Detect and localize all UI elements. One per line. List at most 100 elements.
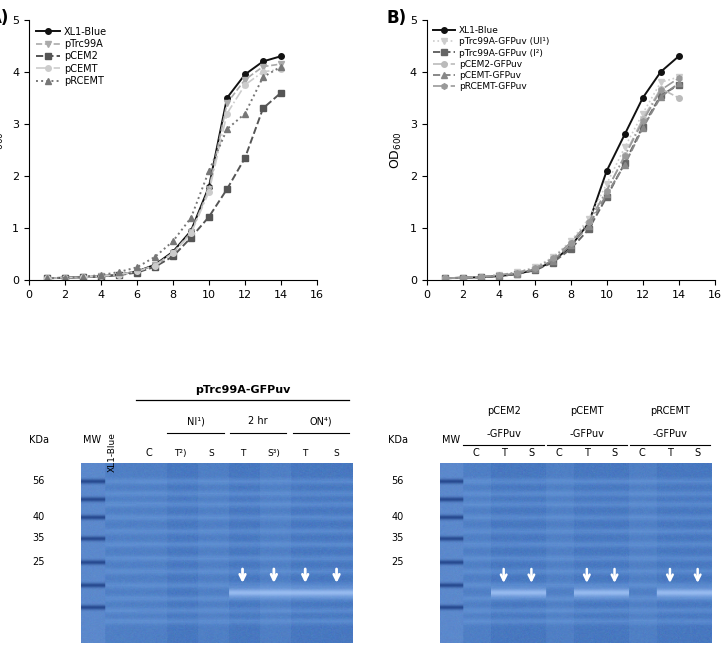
- Text: 2 hr: 2 hr: [248, 417, 268, 426]
- XL1-Blue: [204, 183, 213, 191]
- pCEMT-GFPuv: [548, 257, 557, 265]
- XL1-Blue: [495, 272, 503, 280]
- XL1-Blue: [566, 242, 575, 250]
- pCEMT: [43, 275, 51, 283]
- Text: B): B): [386, 9, 406, 28]
- Text: C: C: [145, 447, 152, 457]
- pTrc99A: [151, 261, 160, 269]
- XL1-Blue: [458, 274, 467, 282]
- pTrc99A-GFPuv (UI¹): [674, 73, 683, 81]
- XL1-Blue: [61, 274, 69, 282]
- pTrc99A-GFPuv (UI¹): [458, 274, 467, 282]
- XL1-Blue: [620, 131, 629, 139]
- Text: -GFPuv: -GFPuv: [653, 429, 687, 440]
- pRCEMT-GFPuv: [656, 86, 665, 94]
- XL1-Blue: [187, 227, 196, 235]
- Text: -GFPuv: -GFPuv: [570, 429, 604, 440]
- pTrc99A-GFPuv (I²): [495, 272, 503, 280]
- pCEMT-GFPuv: [513, 269, 521, 277]
- pRCEMT-GFPuv: [440, 275, 449, 283]
- pRCEMT-GFPuv: [674, 74, 683, 82]
- pCEMT-GFPuv: [638, 124, 647, 132]
- Text: KDa: KDa: [29, 434, 49, 445]
- XL1-Blue: [133, 267, 142, 275]
- Text: C: C: [556, 447, 562, 457]
- pCEM2-GFPuv: [584, 218, 593, 226]
- Text: 25: 25: [32, 556, 45, 567]
- pCEM2-GFPuv: [638, 115, 647, 123]
- pCEMT-GFPuv: [458, 274, 467, 282]
- Text: T: T: [240, 449, 245, 457]
- pCEM2: [258, 104, 267, 112]
- pCEMT-GFPuv: [620, 161, 629, 169]
- Line: pTrc99A-GFPuv (UI¹): pTrc99A-GFPuv (UI¹): [442, 74, 682, 281]
- pRCEMT: [61, 274, 69, 282]
- pCEMT-GFPuv: [602, 191, 611, 198]
- Text: pCEM2: pCEM2: [487, 406, 521, 416]
- pTrc99A-GFPuv (I²): [513, 270, 521, 278]
- pCEM2-GFPuv: [531, 264, 539, 272]
- Line: pCEM2-GFPuv: pCEM2-GFPuv: [442, 85, 682, 281]
- pTrc99A: [43, 275, 51, 283]
- Line: pCEM2: pCEM2: [44, 90, 284, 281]
- pRCEMT-GFPuv: [638, 118, 647, 125]
- Text: T: T: [667, 447, 673, 457]
- pCEM2: [240, 154, 249, 162]
- pTrc99A-GFPuv (I²): [656, 91, 665, 99]
- pCEM2-GFPuv: [656, 85, 665, 93]
- pCEMT-GFPuv: [495, 272, 503, 280]
- XL1-Blue: [656, 68, 665, 76]
- Text: XL1-Blue: XL1-Blue: [108, 432, 117, 472]
- pCEMT: [277, 65, 285, 73]
- pTrc99A-GFPuv (I²): [620, 159, 629, 167]
- Line: pRCEMT: pRCEMT: [44, 64, 284, 281]
- pTrc99A-GFPuv (UI¹): [638, 110, 647, 118]
- pTrc99A-GFPuv (I²): [548, 259, 557, 267]
- pRCEMT: [240, 110, 249, 118]
- pRCEMT-GFPuv: [566, 239, 575, 247]
- pRCEMT: [133, 263, 142, 271]
- pTrc99A-GFPuv (UI¹): [495, 271, 503, 279]
- pCEMT: [169, 249, 178, 257]
- XL1-Blue: [440, 275, 449, 283]
- pRCEMT-GFPuv: [495, 271, 503, 279]
- pCEMT-GFPuv: [566, 242, 575, 250]
- Text: MW: MW: [83, 434, 101, 445]
- pCEMT: [151, 261, 160, 269]
- pTrc99A-GFPuv (UI¹): [620, 143, 629, 151]
- pTrc99A: [61, 274, 69, 282]
- XL1-Blue: [477, 273, 485, 281]
- Text: S: S: [529, 447, 534, 457]
- pTrc99A-GFPuv (I²): [440, 275, 449, 283]
- pTrc99A: [79, 273, 87, 281]
- pCEMT-GFPuv: [477, 273, 485, 281]
- XL1-Blue: [258, 57, 267, 65]
- pCEM2: [115, 271, 123, 279]
- pRCEMT: [151, 253, 160, 261]
- XL1-Blue: [79, 273, 87, 281]
- Text: 35: 35: [391, 533, 404, 543]
- Line: XL1-Blue: XL1-Blue: [44, 53, 284, 281]
- Line: pCEMT: pCEMT: [44, 66, 284, 281]
- XL1-Blue: [151, 261, 160, 269]
- Text: KDa: KDa: [388, 434, 408, 445]
- Text: S: S: [209, 449, 214, 457]
- XL1-Blue: [513, 270, 521, 278]
- pCEM2-GFPuv: [566, 239, 575, 247]
- pCEMT: [115, 271, 123, 279]
- XL1-Blue: [240, 70, 249, 78]
- Text: MW: MW: [442, 434, 460, 445]
- XL1-Blue: [638, 94, 647, 102]
- XL1-Blue: [277, 53, 285, 60]
- pRCEMT-GFPuv: [458, 274, 467, 282]
- Line: XL1-Blue: XL1-Blue: [442, 53, 682, 281]
- pRCEMT: [169, 237, 178, 245]
- pTrc99A: [115, 271, 123, 279]
- Text: 35: 35: [32, 533, 45, 543]
- pCEM2-GFPuv: [513, 269, 521, 277]
- pRCEMT: [204, 167, 213, 175]
- Text: 40: 40: [32, 512, 44, 522]
- Text: ON⁴): ON⁴): [310, 417, 332, 426]
- XL1-Blue: [43, 275, 51, 283]
- Text: S: S: [612, 447, 617, 457]
